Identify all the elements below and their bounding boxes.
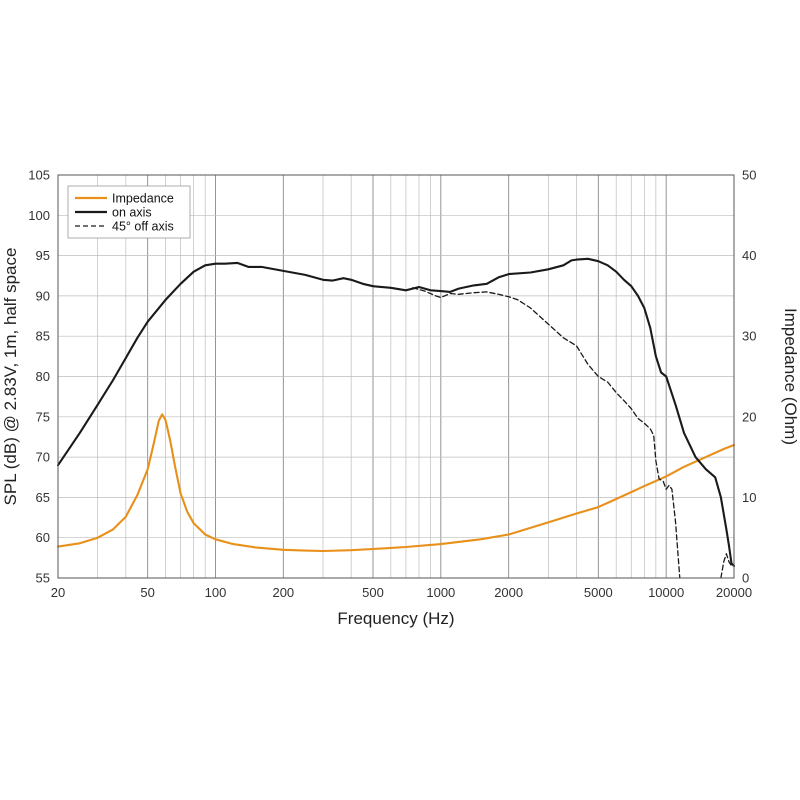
x-tick-label: 5000 — [584, 585, 613, 600]
y-tick-label-left: 105 — [28, 168, 50, 183]
y-tick-label-left: 80 — [36, 369, 50, 384]
x-tick-label: 20 — [51, 585, 65, 600]
y-tick-label-left: 100 — [28, 208, 50, 223]
x-tick-label: 10000 — [648, 585, 684, 600]
legend: Impedance on axis 45° off axis — [67, 185, 191, 239]
y-tick-label-right: 20 — [742, 409, 756, 424]
y-tick-label-left: 95 — [36, 248, 50, 263]
x-tick-label: 20000 — [716, 585, 752, 600]
y-tick-label-right: 30 — [742, 329, 756, 344]
series-lines — [56, 257, 736, 579]
y-axis-label-left: SPL (dB) @ 2.83V, 1m, half space — [1, 248, 20, 506]
x-tick-label: 200 — [272, 585, 294, 600]
x-axis-label: Frequency (Hz) — [337, 609, 454, 628]
series-line-impedance — [56, 413, 736, 553]
x-tick-label: 50 — [140, 585, 154, 600]
y-tick-label-right: 50 — [742, 168, 756, 183]
y-axis-label-right: Impedance (Ohm) — [781, 308, 800, 445]
legend-label-45-off-axis: 45° off axis — [112, 220, 174, 234]
y-tick-label-left: 70 — [36, 450, 50, 465]
y-tick-label-right: 10 — [742, 490, 756, 505]
axis-ticks: 20 50 100 200 500 1000 2000 5000 10000 2000055606… — [28, 168, 756, 601]
y-tick-label-right: 0 — [742, 571, 749, 586]
x-tick-label: 1000 — [426, 585, 455, 600]
x-tick-label: 100 — [205, 585, 227, 600]
y-tick-label-left: 75 — [36, 409, 50, 424]
y-tick-label-left: 55 — [36, 571, 50, 586]
y-tick-label-left: 90 — [36, 288, 50, 303]
x-tick-label: 2000 — [494, 585, 523, 600]
x-tick-label: 500 — [362, 585, 384, 600]
legend-label-impedance: Impedance — [112, 192, 174, 206]
y-tick-label-left: 85 — [36, 329, 50, 344]
y-tick-label-left: 60 — [36, 530, 50, 545]
series-line-on-axis — [56, 257, 736, 567]
series-line-45-off-axis — [412, 287, 681, 579]
legend-label-on-axis: on axis — [112, 206, 152, 220]
plot-frame — [57, 174, 735, 579]
y-tick-label-right: 40 — [742, 248, 756, 263]
y-tick-label-left: 65 — [36, 490, 50, 505]
series-line-45-off-axis-high-frequency-tail — [720, 553, 733, 579]
